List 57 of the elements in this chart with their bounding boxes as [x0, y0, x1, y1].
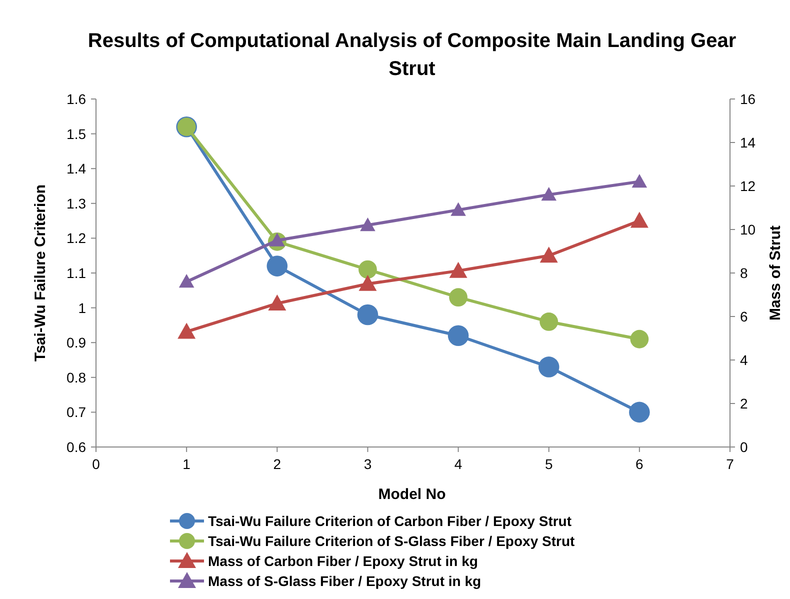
- y-tick-label: 1.3: [66, 195, 86, 212]
- x-tick-label: 7: [726, 456, 734, 472]
- y-tick-label: 1: [78, 300, 86, 316]
- y-tick-label: 0.6: [66, 439, 86, 455]
- point: [541, 187, 557, 201]
- y-tick-label: 0.9: [66, 334, 86, 351]
- y-axis-title: Tsai-Wu Failure Criterion: [32, 184, 49, 362]
- x-tick-label: 2: [273, 456, 282, 472]
- y-tick-label: 1.1: [66, 265, 86, 281]
- point: [178, 274, 194, 288]
- y2-tick-label: 0: [740, 439, 748, 455]
- x-tick-label: 4: [454, 456, 462, 472]
- legend-label: Tsai-Wu Failure Criterion of Carbon Fiber / Epoxy Strut: [208, 513, 572, 529]
- y2-tick-label: 12: [740, 178, 756, 194]
- legend-label: Mass of Carbon Fiber / Epoxy Strut in kg: [208, 553, 478, 569]
- point: [630, 212, 648, 228]
- point: [540, 312, 558, 331]
- y2-tick-label: 8: [740, 265, 748, 281]
- y2-tick-label: 6: [740, 308, 748, 324]
- point: [358, 274, 377, 291]
- legend-label: Mass of S-Glass Fiber / Epoxy Strut in kg: [208, 573, 482, 589]
- x-tick-label: 5: [544, 456, 553, 472]
- y2-tick-label: 14: [740, 134, 756, 150]
- x-tick-label: 6: [636, 456, 644, 472]
- y-tick-label: 0.7: [66, 404, 86, 420]
- y2-axis-title: Mass of Strut: [767, 225, 784, 321]
- x-tick-label: 0: [92, 456, 100, 472]
- y-tick-label: 0.8: [66, 369, 86, 386]
- point: [450, 202, 466, 216]
- chart-title: Results of Computational Analysis of Composite Main Landing Gear Strut: [88, 30, 736, 80]
- point: [268, 294, 286, 310]
- y2-tick-label: 16: [740, 91, 756, 107]
- y2-tick-label: 2: [740, 396, 748, 412]
- point: [540, 246, 558, 263]
- point: [178, 322, 196, 339]
- y2-tick-label: 4: [740, 352, 748, 368]
- point: [538, 356, 560, 378]
- x-tick-label: 1: [182, 456, 191, 472]
- point: [357, 304, 378, 326]
- point: [630, 330, 649, 348]
- point: [269, 232, 285, 246]
- point: [449, 288, 468, 307]
- point: [448, 325, 469, 346]
- point: [449, 262, 468, 278]
- x-tick-label: 3: [364, 456, 372, 472]
- x-axis-title: Model No: [378, 486, 446, 503]
- y-tick-label: 1.5: [66, 126, 86, 142]
- point: [360, 218, 376, 232]
- y-tick-label: 1.6: [66, 91, 86, 107]
- y-tick-label: 1.2: [66, 230, 86, 246]
- y-tick-label: 1.4: [66, 160, 86, 177]
- point: [632, 174, 648, 188]
- legend-label: Tsai-Wu Failure Criterion of S-Glass Fiber / Epoxy Strut: [208, 533, 575, 549]
- y2-tick-label: 10: [740, 222, 756, 238]
- point: [358, 260, 377, 279]
- point: [629, 402, 650, 423]
- point: [266, 256, 288, 276]
